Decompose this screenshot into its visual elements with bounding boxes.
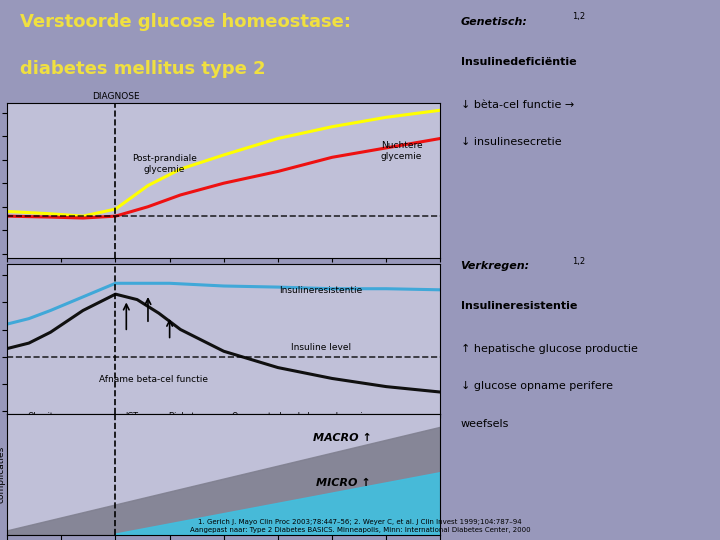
Text: Post-prandiale
glycemie: Post-prandiale glycemie xyxy=(132,154,197,174)
Text: 1. Gerich J. Mayo Clin Proc 2003;78:447–56; 2. Weyer C, et al. J Clin Invest 199: 1. Gerich J. Mayo Clin Proc 2003;78:447–… xyxy=(198,519,522,525)
Text: MICRO ↑: MICRO ↑ xyxy=(315,478,370,488)
Text: Nuchtere
glycemie: Nuchtere glycemie xyxy=(381,141,423,161)
Text: weefsels: weefsels xyxy=(461,419,509,429)
Text: ↑ hepatische glucose productie: ↑ hepatische glucose productie xyxy=(461,344,637,354)
Text: Verkregen:: Verkregen: xyxy=(461,261,530,271)
Text: 1,2: 1,2 xyxy=(572,12,585,22)
Text: ↓ glucose opname perifere: ↓ glucose opname perifere xyxy=(461,381,613,391)
Text: Ongecontroleerde hyperglycemie: Ongecontroleerde hyperglycemie xyxy=(232,412,367,421)
Text: 1,2: 1,2 xyxy=(572,256,585,266)
Text: Genetisch:: Genetisch: xyxy=(461,17,528,27)
Text: MACRO ↑: MACRO ↑ xyxy=(313,433,372,443)
Text: Obesitas: Obesitas xyxy=(27,412,63,421)
Text: Diabetes: Diabetes xyxy=(168,412,204,421)
Text: Aangepast naar: Type 2 Diabetes BASICS. Minneapolis, Minn: International Diabete: Aangepast naar: Type 2 Diabetes BASICS. … xyxy=(189,528,531,534)
Text: Insulineresistentie: Insulineresistentie xyxy=(279,286,363,294)
Y-axis label: Klinische
complicaties: Klinische complicaties xyxy=(0,446,6,503)
Text: Afname beta-cel functie: Afname beta-cel functie xyxy=(99,375,208,384)
Text: DIAGNOSE: DIAGNOSE xyxy=(91,92,139,102)
Text: Insulinedeficiëntie: Insulinedeficiëntie xyxy=(461,57,576,67)
Text: ↓ bèta-cel functie →: ↓ bèta-cel functie → xyxy=(461,100,574,110)
Text: Verstoorde glucose homeostase:: Verstoorde glucose homeostase: xyxy=(20,13,351,31)
Text: Insuline level: Insuline level xyxy=(291,343,351,352)
Text: ↓ insulinesecretie: ↓ insulinesecretie xyxy=(461,137,561,147)
Text: Insulineresistentie: Insulineresistentie xyxy=(461,301,577,312)
Text: diabetes mellitus type 2: diabetes mellitus type 2 xyxy=(20,60,266,78)
Text: IGT: IGT xyxy=(125,412,138,421)
